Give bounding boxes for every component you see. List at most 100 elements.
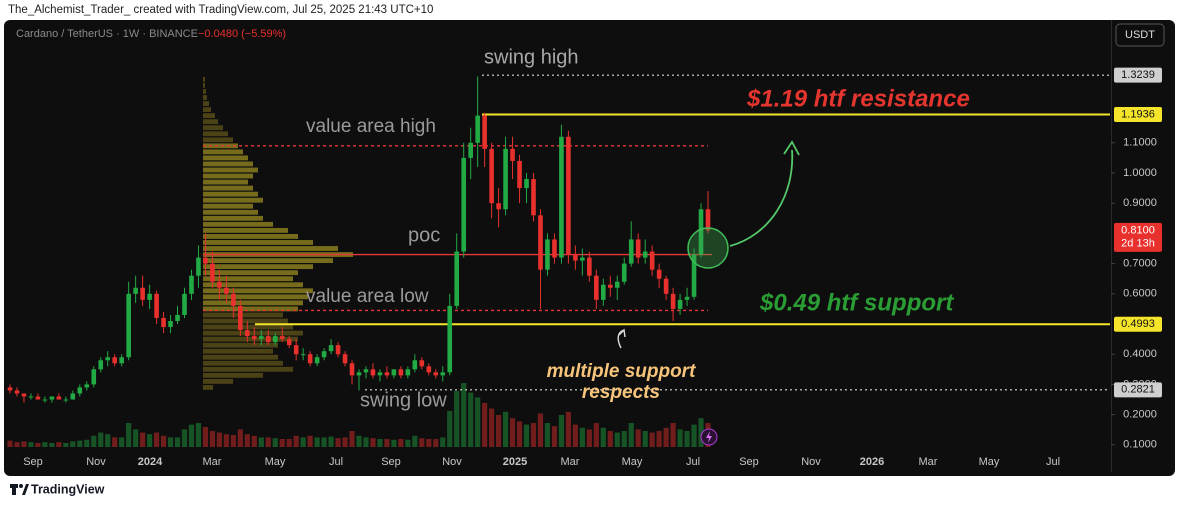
- volume-bar: [188, 424, 195, 447]
- candle-body: [342, 354, 348, 364]
- candle-body: [70, 393, 76, 400]
- volume-profile-row: [203, 318, 288, 324]
- volume-bar: [181, 429, 188, 447]
- candle-body: [35, 396, 41, 400]
- candle-body: [391, 369, 397, 376]
- price-label: 1.1936: [1121, 108, 1155, 120]
- candle-body: [203, 257, 208, 264]
- x-tick-label: Nov: [801, 456, 821, 468]
- volume-bar: [216, 432, 222, 447]
- candle-body: [321, 351, 327, 358]
- volume-bar: [635, 429, 641, 447]
- x-tick-label: Nov: [86, 456, 106, 468]
- volume-profile-row: [203, 179, 248, 185]
- volume-bar: [258, 437, 264, 447]
- volume-bar: [502, 411, 509, 447]
- volume-bar: [160, 435, 167, 447]
- y-tick-label: 0.2000: [1123, 409, 1157, 421]
- volume-profile-row: [203, 76, 205, 82]
- volume-profile-row: [203, 312, 283, 318]
- volume-profile-row: [203, 372, 263, 378]
- volume-bar: [251, 435, 257, 447]
- candle-body: [587, 257, 592, 276]
- candle-body: [356, 372, 362, 376]
- volume-profile-row: [203, 234, 298, 239]
- volume-profile-row: [203, 89, 206, 94]
- x-tick-label: Sep: [739, 456, 759, 468]
- volume-bar: [342, 437, 348, 447]
- candle-body: [580, 257, 585, 261]
- candle-body: [538, 215, 543, 270]
- candle-body: [384, 372, 390, 376]
- volume-bar: [7, 440, 13, 447]
- volume-profile-row: [203, 306, 298, 312]
- currency-label[interactable]: USDT: [1125, 29, 1155, 41]
- volume-bar: [663, 427, 669, 447]
- x-tick-label: May: [265, 456, 286, 468]
- candle-body: [405, 369, 411, 376]
- volume-bar: [607, 431, 613, 447]
- volume-profile-row: [203, 324, 293, 330]
- annotation: value area low: [306, 286, 429, 307]
- candle-body: [182, 293, 187, 315]
- price-label-box: [1114, 316, 1162, 332]
- annotation: swing high: [484, 46, 579, 68]
- volume-profile-row: [203, 137, 233, 143]
- candle-body: [398, 369, 404, 376]
- volume-bar: [112, 437, 118, 447]
- candle-body: [454, 251, 460, 306]
- volume-bar: [21, 441, 27, 447]
- candle-body: [440, 372, 446, 376]
- volume-bar: [405, 439, 411, 447]
- candle-body: [524, 179, 529, 189]
- candle-body: [252, 336, 257, 340]
- volume-bar: [140, 432, 146, 447]
- volume-bar: [70, 441, 76, 447]
- x-tick-label: Mar: [561, 456, 580, 468]
- candle-body: [28, 396, 34, 398]
- volume-bar: [147, 434, 153, 447]
- currency-button[interactable]: [1115, 23, 1165, 47]
- annotation: swing low: [360, 389, 447, 411]
- volume-bar: [77, 440, 83, 447]
- volume-profile-row: [203, 173, 253, 179]
- candle-body: [119, 357, 124, 364]
- support-arrow-head: [618, 328, 626, 338]
- volume-bar: [412, 435, 418, 447]
- volume-profile-row: [203, 161, 253, 167]
- volume-bar: [307, 435, 313, 447]
- x-tick-label: 2026: [860, 456, 884, 468]
- volume-profile-row: [203, 276, 293, 282]
- candle-body: [314, 357, 320, 364]
- volume-bar: [391, 439, 397, 447]
- volume-bar: [600, 427, 606, 447]
- candle-body: [684, 296, 690, 300]
- y-tick-label: 1.0000: [1123, 167, 1157, 179]
- candle-body: [663, 278, 669, 294]
- volume-bar: [63, 443, 69, 447]
- candle-body: [161, 317, 166, 328]
- price-label: 0.2821: [1121, 384, 1155, 396]
- volume-bar: [677, 429, 683, 447]
- candle-body: [84, 384, 90, 388]
- volume-bar: [174, 437, 181, 447]
- volume-bar: [363, 437, 369, 447]
- candle-body: [300, 354, 306, 356]
- symbol-title: Cardano / TetherUS · 1W · BINANCE: [16, 28, 198, 40]
- candle-body: [489, 148, 494, 204]
- volume-profile-row: [203, 113, 215, 119]
- volume-bar: [195, 423, 202, 447]
- candle-body: [377, 372, 383, 376]
- candle-body: [98, 360, 104, 370]
- price-change: −0.0480 (−5.59%): [198, 28, 286, 40]
- candle-body: [293, 345, 299, 355]
- volume-profile-row: [203, 131, 228, 137]
- x-tick-label: Jul: [329, 456, 343, 468]
- volume-profile-row: [203, 95, 207, 100]
- candle-body: [133, 287, 138, 294]
- candle-body: [328, 345, 334, 352]
- volume-bar: [126, 423, 132, 447]
- candle-body: [447, 305, 453, 373]
- footer-logo: [10, 484, 29, 495]
